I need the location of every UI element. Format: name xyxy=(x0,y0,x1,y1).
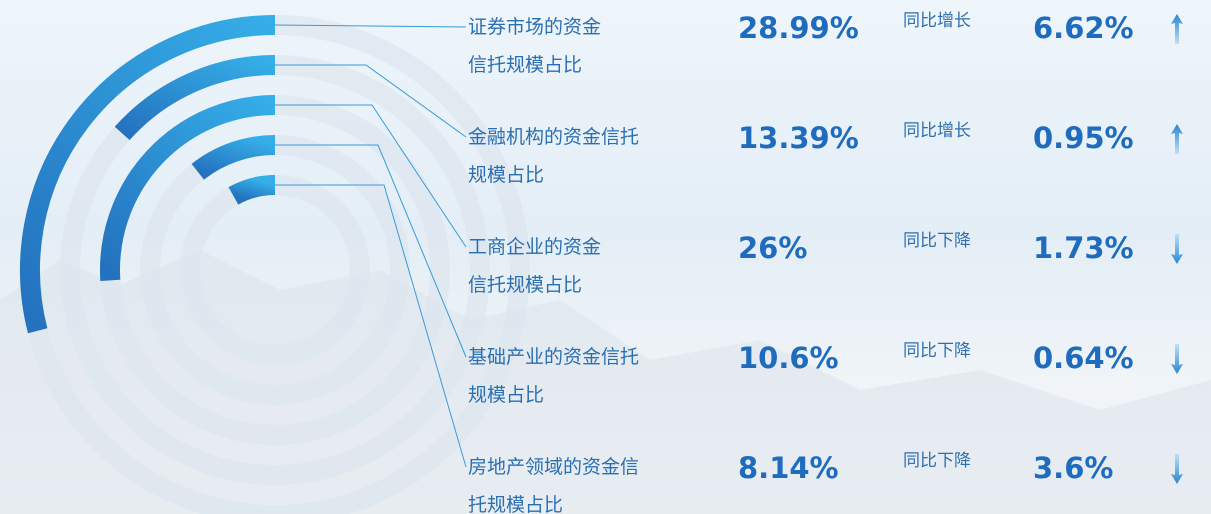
change-value: 0.95% xyxy=(1033,120,1134,156)
arrow-down xyxy=(1171,234,1183,264)
page: 证券市场的资金 信托规模占比 28.99% 同比增长 6.62% 金融机构的资金信托 规… xyxy=(0,0,1211,514)
change-label: 同比增长 xyxy=(903,119,971,143)
category-label: 金融机构的资金信托 规模占比 xyxy=(468,118,639,194)
value-label: 28.99% xyxy=(738,10,859,46)
change-value: 1.73% xyxy=(1033,230,1134,266)
arc-bar xyxy=(198,145,275,172)
change-label: 同比增长 xyxy=(903,9,971,33)
change-value: 6.62% xyxy=(1033,10,1134,46)
change-label: 同比下降 xyxy=(903,229,971,253)
category-label: 证券市场的资金 信托规模占比 xyxy=(468,8,601,84)
category-label: 基础产业的资金信托 规模占比 xyxy=(468,338,639,414)
arrow-up xyxy=(1171,14,1183,44)
arrow-down xyxy=(1171,344,1183,374)
change-value: 3.6% xyxy=(1033,450,1113,486)
value-label: 10.6% xyxy=(738,340,839,376)
change-label: 同比下降 xyxy=(903,449,971,473)
value-label: 26% xyxy=(738,230,807,266)
chart xyxy=(0,0,1211,514)
category-label: 工商企业的资金 信托规模占比 xyxy=(468,228,601,304)
value-label: 8.14% xyxy=(738,450,839,486)
change-value: 0.64% xyxy=(1033,340,1134,376)
arc-bar xyxy=(233,185,275,196)
change-label: 同比下降 xyxy=(903,339,971,363)
arrow-up xyxy=(1171,124,1183,154)
category-label: 房地产领域的资金信 托规模占比 xyxy=(468,448,639,514)
value-label: 13.39% xyxy=(738,120,859,156)
